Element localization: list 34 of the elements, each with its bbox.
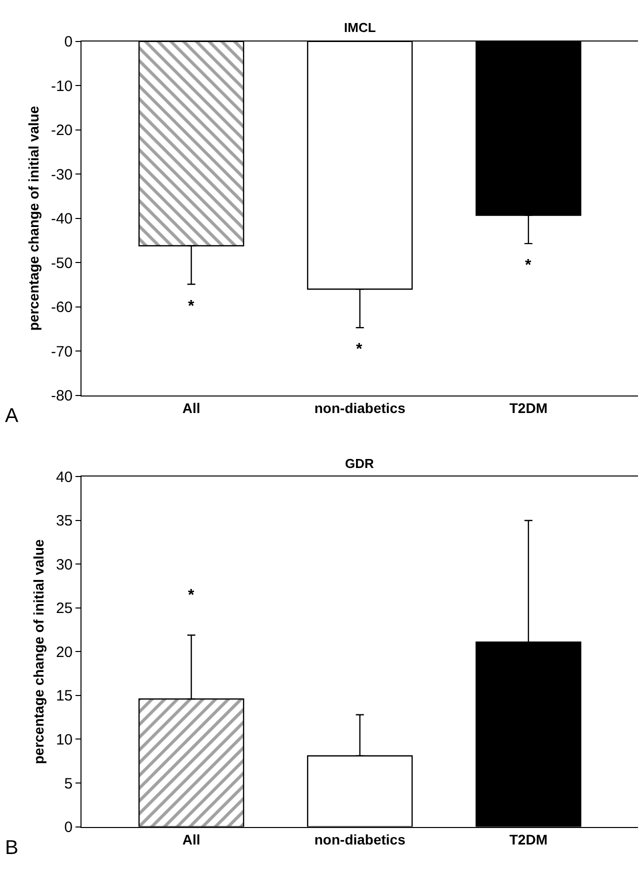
annotation: * xyxy=(188,298,195,315)
chart-title: IMCL xyxy=(344,20,376,35)
annotation: * xyxy=(188,587,195,604)
text: B xyxy=(5,837,18,859)
y-tick-label: 5 xyxy=(64,775,73,792)
y-tick-label: -60 xyxy=(50,299,73,316)
x-tick-label: T2DM xyxy=(509,832,548,848)
y-tick-label: 30 xyxy=(56,556,73,574)
y-axis-title: percentage change of initial value xyxy=(26,106,42,331)
y-tick-label: -20 xyxy=(50,122,73,140)
x-tick-label: All xyxy=(182,832,200,848)
y-tick-label: 25 xyxy=(56,600,73,618)
y-tick-label: -40 xyxy=(50,210,73,228)
y-tick-label: -30 xyxy=(50,166,73,184)
y-tick-label: 10 xyxy=(56,731,73,748)
y-axis-title: percentage change of initial value xyxy=(30,539,47,764)
y-tick-label: 0 xyxy=(64,819,73,836)
annotation: * xyxy=(525,257,532,274)
chart-title: GDR xyxy=(345,456,374,471)
y-tick-label: 20 xyxy=(56,644,73,661)
y-tick-label: -50 xyxy=(50,254,73,272)
x-tick-label: All xyxy=(182,400,200,416)
text: A xyxy=(5,405,19,427)
x-tick-label: T2DM xyxy=(509,400,548,416)
y-tick-label: 0 xyxy=(64,34,73,51)
x-tick-label: non-diabetics xyxy=(314,400,406,416)
y-tick-label: -10 xyxy=(50,78,73,95)
y-tick-label: -80 xyxy=(50,388,73,405)
annotation: * xyxy=(356,341,363,358)
y-tick-label: 40 xyxy=(56,468,73,486)
y-tick-label: 35 xyxy=(56,512,73,530)
x-tick-label: non-diabetics xyxy=(314,832,406,848)
y-tick-label: -70 xyxy=(50,343,73,360)
y-tick-label: 15 xyxy=(56,688,73,705)
